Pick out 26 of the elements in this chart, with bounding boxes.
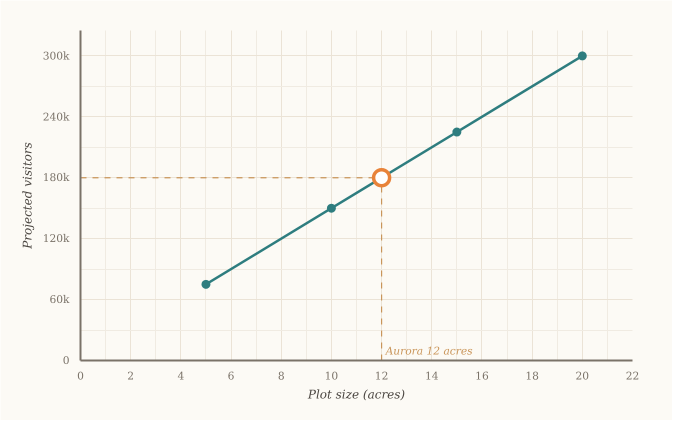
x-tick-label: 6 (228, 370, 235, 382)
point (326, 204, 336, 213)
point (452, 128, 462, 137)
x-tick-label: 12 (374, 370, 388, 382)
x-tick-label: 22 (626, 370, 640, 382)
y-tick-label: 0 (62, 354, 70, 367)
x-tick-label: 14 (424, 370, 439, 382)
x-tick-label: 4 (177, 370, 184, 382)
y-axis-title: Projected visitors (20, 142, 35, 250)
x-axis-title: Plot size (acres) (306, 388, 406, 402)
x-tick-label: 18 (525, 370, 540, 382)
y-tick-label: 60k (49, 293, 70, 306)
y-tick-label: 120k (42, 232, 70, 246)
y-tick-label: 240k (42, 110, 70, 124)
point (578, 51, 587, 60)
x-tick-label: 2 (127, 370, 134, 382)
x-tick-label: 16 (475, 370, 489, 382)
y-tick-label: 180k (42, 171, 70, 184)
annotation: Aurora 12 acres (384, 344, 474, 358)
x-tick-label: 0 (77, 370, 84, 382)
y-tick-label: 300k (42, 49, 70, 62)
point (201, 280, 210, 289)
x-tick-label: 10 (324, 370, 338, 382)
x-tick-label: 8 (278, 370, 285, 382)
point (372, 168, 392, 188)
x-tick-label: 20 (576, 370, 590, 382)
